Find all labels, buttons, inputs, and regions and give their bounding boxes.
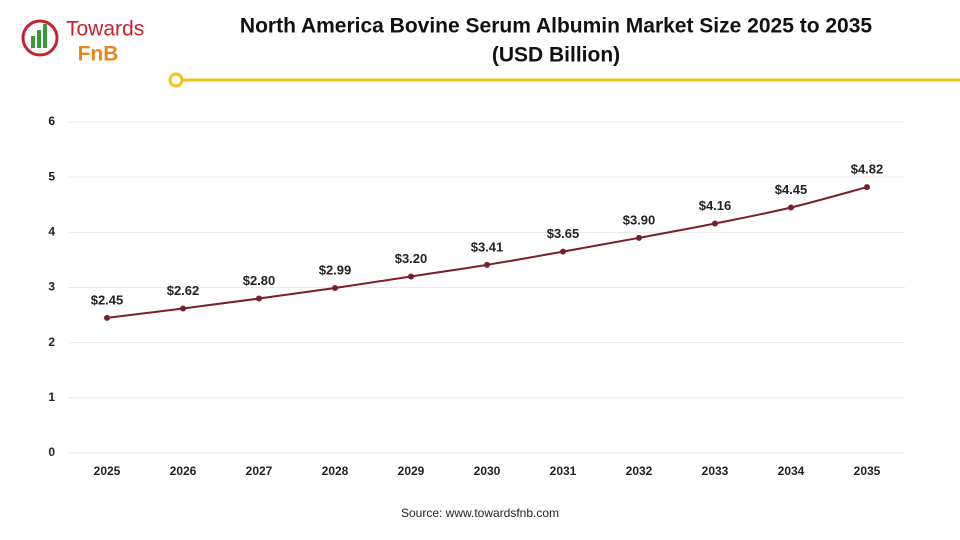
x-tick-label: 2032	[626, 464, 653, 478]
data-label: $3.90	[623, 212, 656, 227]
data-label: $3.41	[471, 239, 504, 254]
x-tick-label: 2030	[474, 464, 501, 478]
y-tick-label: 6	[48, 114, 55, 128]
logo-bar	[43, 24, 47, 48]
logo: Towards FnB	[21, 18, 144, 66]
chart-subtitle: (USD Billion)	[492, 44, 620, 67]
y-tick-label: 0	[48, 445, 55, 459]
source: Source: www.towardsfnb.com	[401, 506, 559, 520]
x-tick-label: 2028	[322, 464, 349, 478]
y-tick-label: 1	[48, 390, 55, 404]
data-label: $4.45	[775, 182, 808, 197]
point	[484, 261, 490, 268]
x-tick-label: 2035	[854, 464, 881, 478]
y-tick-label: 4	[48, 225, 55, 239]
y-tick-label: 5	[48, 169, 55, 183]
logo-bar	[37, 30, 41, 48]
data-label: $4.82	[851, 162, 884, 177]
point	[332, 285, 338, 292]
data-label: $3.65	[547, 226, 580, 241]
data-label: $2.62	[167, 283, 200, 298]
x-tick-label: 2031	[550, 464, 577, 478]
y-tick-label: 3	[48, 280, 55, 294]
logo-text: Towards	[66, 18, 144, 41]
point	[560, 248, 566, 255]
x-tick-label: 2034	[778, 464, 805, 478]
data-label: $2.80	[243, 273, 276, 288]
logo-bar	[31, 36, 35, 48]
point	[788, 204, 794, 211]
x-tick-label: 2027	[246, 464, 273, 478]
chart-title: North America Bovine Serum Albumin Marke…	[240, 15, 872, 38]
data-label: $2.99	[319, 262, 352, 277]
x-tick-label: 2025	[94, 464, 121, 478]
data-label: $2.45	[91, 292, 124, 307]
logo-ring	[21, 19, 59, 57]
point	[636, 234, 642, 241]
point	[180, 305, 186, 312]
point	[104, 314, 110, 321]
y-tick-label: 2	[48, 335, 55, 349]
logo-text: FnB	[78, 43, 119, 66]
x-tick-label: 2026	[170, 464, 197, 478]
title-rule-dot	[168, 72, 184, 88]
point	[256, 295, 262, 302]
x-tick-label: 2033	[702, 464, 729, 478]
x-tick-label: 2029	[398, 464, 425, 478]
point	[864, 184, 870, 191]
data-label: $4.16	[699, 198, 732, 213]
point	[712, 220, 718, 227]
data-label: $3.20	[395, 251, 428, 266]
point	[408, 273, 414, 280]
